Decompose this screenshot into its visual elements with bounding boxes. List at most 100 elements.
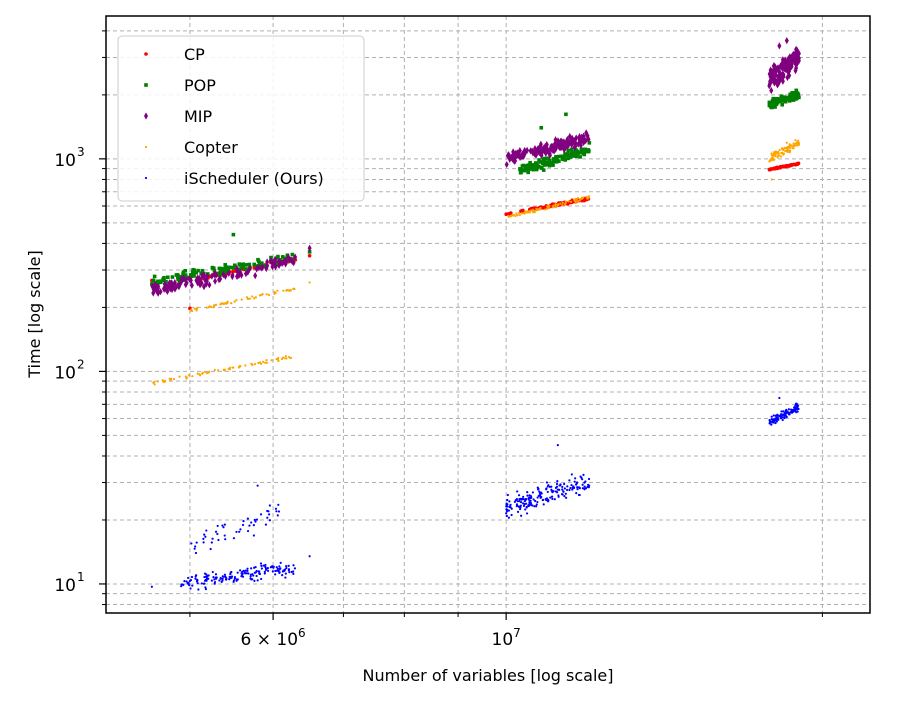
data-point	[189, 273, 193, 278]
data-point	[776, 155, 779, 158]
data-point	[257, 261, 262, 266]
data-point	[507, 155, 512, 163]
data-point	[272, 258, 277, 267]
data-point	[264, 567, 268, 570]
data-point	[539, 125, 544, 130]
data-point	[563, 482, 566, 486]
data-point	[210, 579, 213, 582]
data-point	[786, 150, 789, 154]
data-point	[550, 160, 554, 165]
data-point	[779, 97, 784, 102]
data-point	[178, 375, 181, 378]
data-point	[278, 571, 281, 574]
data-point	[308, 281, 311, 284]
data-point	[277, 503, 280, 506]
data-point	[248, 297, 252, 300]
data-point	[207, 574, 210, 577]
data-point	[170, 275, 175, 279]
data-point	[537, 158, 541, 162]
data-point	[241, 572, 244, 576]
data-point	[213, 578, 216, 581]
data-point	[532, 144, 537, 153]
data-point	[568, 153, 572, 157]
data-point	[775, 96, 780, 101]
data-point	[783, 99, 788, 104]
x-tick-label-part: 10	[271, 630, 298, 650]
data-point	[209, 272, 214, 280]
data-point	[507, 214, 510, 218]
data-point	[275, 566, 278, 569]
data-point	[229, 575, 232, 579]
legend-marker	[144, 83, 148, 87]
data-point	[505, 508, 508, 511]
data-point	[539, 166, 544, 170]
y-tick-label: 10	[54, 151, 76, 171]
data-point	[204, 280, 209, 288]
data-point	[275, 569, 279, 572]
data-point	[280, 259, 285, 267]
data-point	[287, 568, 291, 571]
series-ischeduler-ours	[150, 396, 800, 591]
data-point	[504, 212, 508, 216]
legend-label: Copter	[184, 138, 238, 157]
data-point	[566, 485, 569, 488]
data-point	[187, 374, 191, 377]
data-point	[550, 495, 554, 498]
data-point	[792, 144, 796, 147]
data-point	[569, 486, 572, 490]
data-point	[545, 481, 549, 484]
data-point	[584, 129, 589, 137]
data-point	[231, 366, 234, 369]
x-tick-label: 6 × 106	[241, 626, 306, 650]
data-point	[185, 275, 189, 280]
data-point	[511, 151, 516, 160]
data-point	[265, 293, 268, 296]
data-point	[176, 275, 180, 280]
data-point	[250, 567, 253, 570]
data-point	[561, 488, 564, 491]
data-point	[203, 575, 206, 579]
data-point	[218, 275, 223, 283]
data-point	[772, 79, 777, 87]
data-point	[200, 272, 205, 280]
data-point	[247, 264, 252, 273]
data-point	[264, 523, 268, 526]
data-point	[230, 273, 235, 281]
data-point	[293, 287, 296, 291]
data-point	[282, 257, 287, 265]
data-point	[246, 569, 249, 572]
data-point	[190, 575, 194, 579]
data-point	[796, 161, 801, 166]
data-point	[526, 170, 530, 175]
data-point	[530, 164, 535, 168]
data-point	[513, 500, 517, 503]
data-point	[571, 486, 574, 489]
data-point	[534, 499, 537, 503]
data-point	[244, 572, 247, 575]
data-point	[572, 198, 576, 201]
data-point	[242, 520, 245, 523]
data-point	[193, 547, 196, 550]
data-point	[531, 209, 534, 212]
data-point	[541, 168, 546, 172]
data-point	[785, 412, 788, 415]
data-point	[777, 42, 782, 50]
data-point	[553, 142, 558, 150]
data-point	[777, 418, 780, 421]
y-tick-label-exponent: 1	[77, 570, 85, 584]
x-axis-label: Number of variables [log scale]	[362, 666, 613, 685]
data-point	[536, 144, 541, 153]
data-point	[288, 571, 291, 574]
data-point	[780, 410, 783, 413]
data-point	[209, 547, 212, 551]
data-point	[276, 358, 280, 361]
data-point	[245, 268, 250, 276]
data-point	[223, 534, 226, 537]
data-point	[267, 293, 271, 297]
data-point	[187, 576, 190, 580]
data-point	[570, 483, 573, 487]
data-point	[259, 562, 263, 565]
data-point	[183, 580, 186, 583]
data-point	[556, 480, 559, 483]
